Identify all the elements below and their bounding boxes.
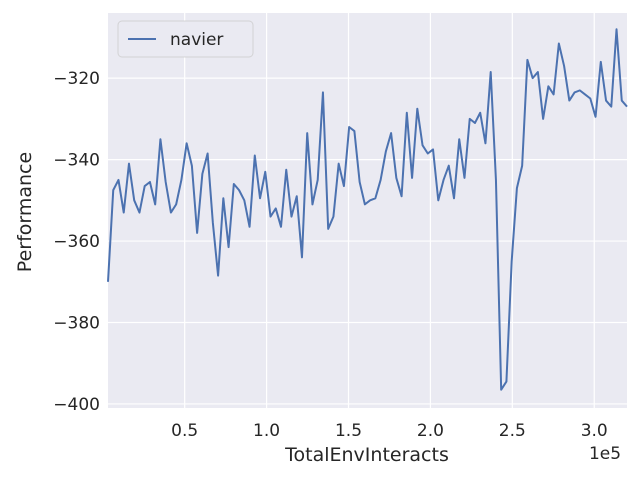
x-tick-label: 1.0 bbox=[253, 421, 280, 441]
x-axis-label: TotalEnvInteracts bbox=[284, 444, 449, 466]
x-tick-label: 2.5 bbox=[499, 421, 526, 441]
x-offset-label: 1e5 bbox=[589, 444, 621, 464]
y-tick-label: −400 bbox=[53, 395, 100, 415]
legend-label: navier bbox=[170, 30, 223, 50]
y-tick-label: −340 bbox=[53, 151, 100, 171]
y-tick-label: −320 bbox=[53, 69, 100, 89]
legend-box bbox=[117, 20, 254, 58]
x-tick-label: 3.0 bbox=[581, 421, 608, 441]
x-tick-label: 2.0 bbox=[417, 421, 444, 441]
x-tick-label: 1.5 bbox=[335, 421, 362, 441]
x-tick-label: 0.5 bbox=[171, 421, 198, 441]
line-series bbox=[107, 28, 628, 391]
y-tick-label: −360 bbox=[53, 232, 100, 252]
plot-area bbox=[108, 13, 627, 408]
y-tick-label: −380 bbox=[53, 313, 100, 333]
y-axis-label: Performance bbox=[14, 152, 36, 272]
